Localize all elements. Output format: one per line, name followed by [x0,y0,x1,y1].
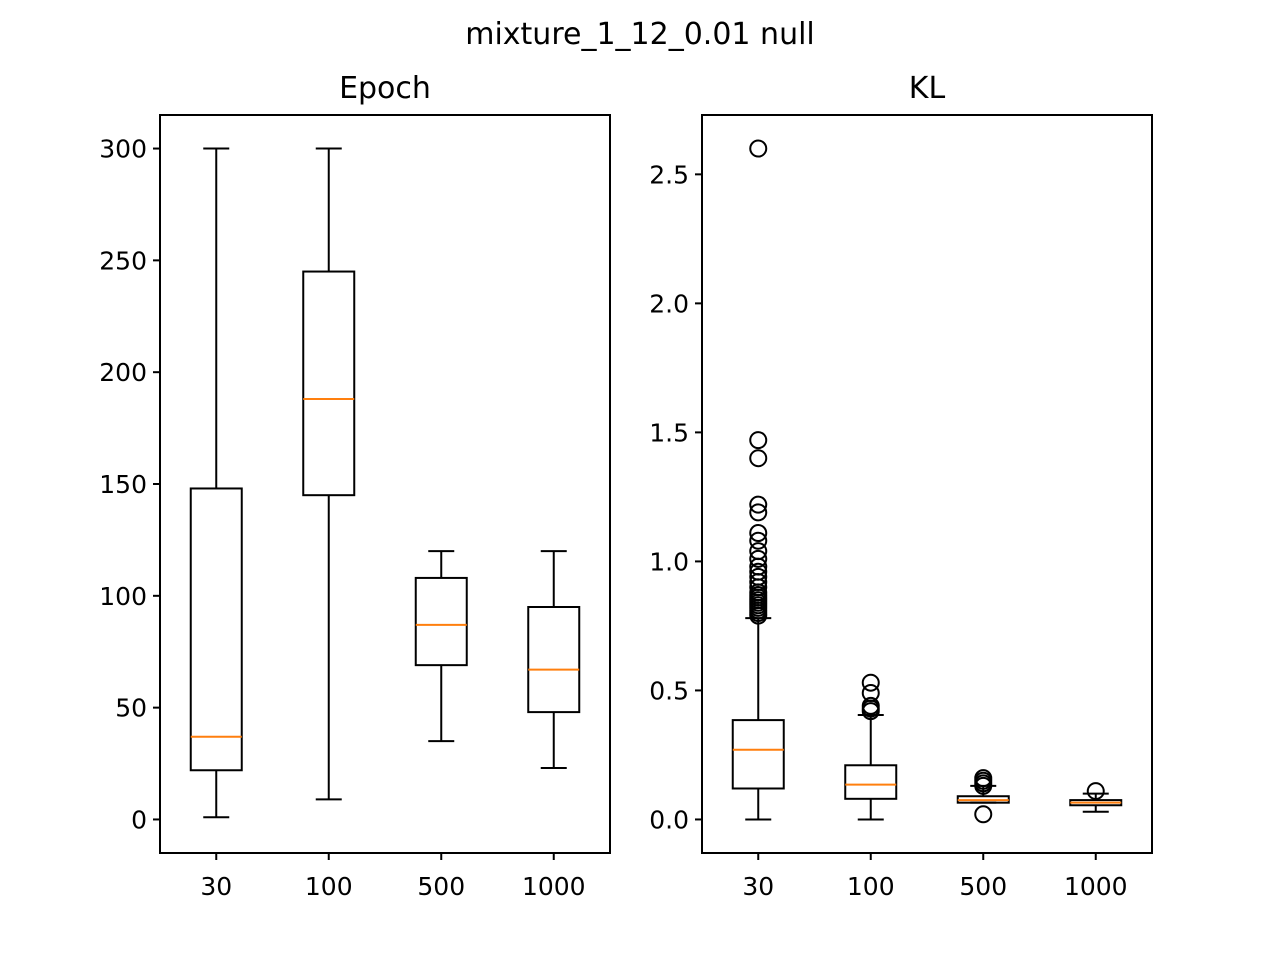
epoch-ytick-label: 0 [131,805,147,834]
kl-ytick-label: 2.5 [649,160,689,189]
kl-xtick-label: 500 [959,872,1007,901]
epoch-xtick-label: 1000 [522,872,586,901]
outlier-point [749,542,768,561]
kl-ytick-label: 0.5 [649,676,689,705]
kl-box-1000 [1069,782,1123,813]
outlier-point [749,567,768,586]
epoch-box-500 [414,550,468,743]
kl-box-30 [731,139,785,821]
outlier-point [749,531,768,550]
iqr-box [844,764,898,800]
kl-ytick-label: 1.0 [649,547,689,576]
kl-box-100 [844,673,898,821]
kl-x-axis: 30 100 500 1000 [742,853,1128,901]
outlier-point [749,431,768,450]
epoch-boxes [189,147,581,819]
epoch-box-1000 [527,550,581,770]
outlier-point [974,769,993,788]
outlier-point [861,673,880,692]
outlier-point [861,696,880,715]
epoch-ytick-label: 100 [99,582,147,611]
kl-subplot-title: KL [909,71,946,106]
outlier-point [1086,782,1105,801]
kl-y-axis: 0.0 0.5 1.0 1.5 2.0 2.5 [649,160,702,834]
epoch-ytick-label: 200 [99,358,147,387]
kl-xtick-label: 100 [847,872,895,901]
kl-boxes [731,139,1123,824]
kl-xtick-label: 1000 [1064,872,1128,901]
kl-ytick-label: 1.5 [649,418,689,447]
outlier-point [861,684,880,703]
iqr-box [302,270,356,497]
epoch-ytick-label: 150 [99,470,147,499]
outlier-point [749,495,768,514]
epoch-y-axis: 0 50 100 150 200 250 300 [99,135,160,834]
kl-axes-frame [701,114,1153,854]
epoch-subplot-title: Epoch [339,71,431,106]
epoch-subplot: Epoch 0 50 100 150 200 250 300 30 100 500 1000 [99,71,611,901]
epoch-xtick-label: 100 [305,872,353,901]
epoch-ytick-label: 50 [115,694,147,723]
iqr-box [414,576,468,667]
epoch-xtick-label: 30 [200,872,232,901]
outlier-point [749,503,768,522]
outlier-point [749,549,768,568]
kl-box-500 [956,769,1010,824]
epoch-ytick-label: 250 [99,246,147,275]
outlier-point [749,449,768,468]
kl-xtick-label: 30 [742,872,774,901]
outlier-point [974,805,993,824]
epoch-xtick-label: 500 [417,872,465,901]
epoch-box-100 [302,147,356,801]
outlier-point [749,139,768,158]
epoch-x-axis: 30 100 500 1000 [200,853,586,901]
epoch-ytick-label: 300 [99,135,147,164]
outlier-point [749,562,768,581]
figure-suptitle: mixture_1_12_0.01 null [465,17,815,52]
iqr-box [527,606,581,714]
outlier-point [749,524,768,543]
epoch-box-30 [189,147,243,819]
iqr-box [731,719,785,790]
kl-subplot: KL 0.0 0.5 1.0 1.5 2.0 2.5 30 100 500 1000 [649,71,1153,901]
iqr-box [189,487,243,772]
kl-ytick-label: 2.0 [649,289,689,318]
epoch-axes-frame [159,114,611,854]
kl-ytick-label: 0.0 [649,805,689,834]
